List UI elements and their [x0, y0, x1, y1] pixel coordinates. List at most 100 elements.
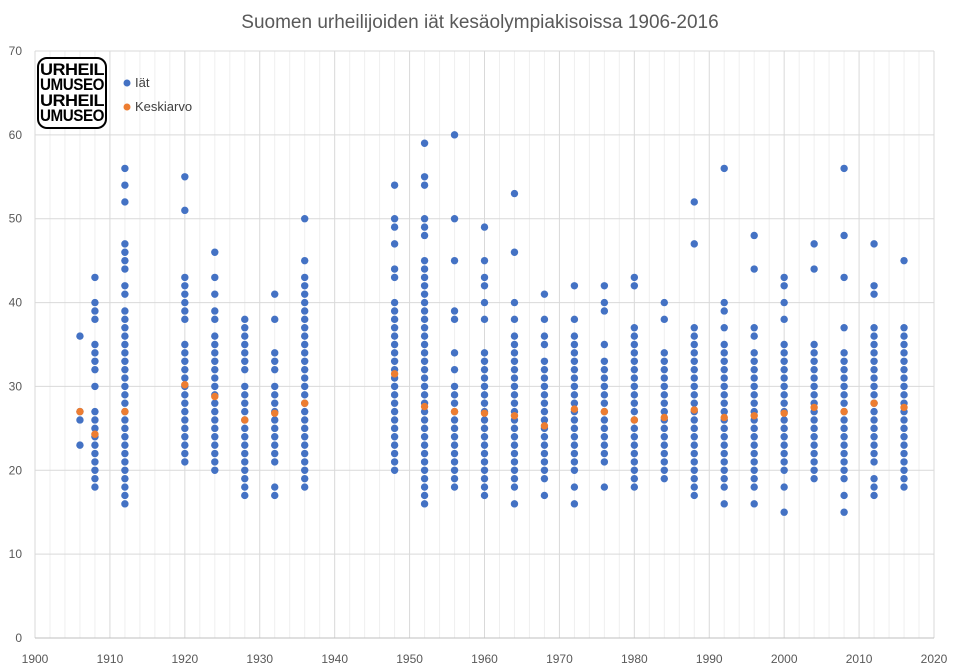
age-point [510, 315, 519, 324]
age-point [900, 256, 908, 265]
age-point [420, 215, 429, 223]
age-point [750, 231, 758, 240]
age-point [301, 349, 309, 357]
mean-point [900, 403, 908, 412]
age-point [420, 458, 429, 466]
age-point [510, 374, 519, 382]
age-point [900, 474, 908, 483]
mean-point [121, 407, 129, 416]
age-point [540, 382, 549, 391]
age-point [420, 332, 429, 340]
age-point [810, 458, 818, 466]
age-point [301, 407, 309, 416]
age-point [211, 290, 219, 298]
age-point [660, 374, 668, 382]
age-point [870, 357, 878, 365]
age-point [390, 215, 399, 223]
y-tick-label: 60 [9, 128, 23, 142]
age-point [720, 441, 728, 449]
age-point [271, 365, 279, 374]
age-point [121, 290, 129, 298]
age-point [121, 374, 129, 382]
age-point [390, 449, 399, 458]
age-point [630, 273, 639, 282]
x-tick-label: 1910 [97, 652, 124, 666]
age-point [720, 357, 728, 365]
age-point [900, 324, 908, 332]
age-point [720, 382, 728, 391]
mean-point [450, 407, 459, 416]
age-point [630, 466, 639, 474]
age-point [570, 365, 579, 374]
mean-point [271, 409, 279, 417]
age-point [870, 433, 878, 441]
age-point [271, 416, 279, 424]
age-point [390, 340, 399, 349]
age-point [720, 340, 728, 349]
age-point [121, 282, 129, 290]
age-point [570, 399, 579, 407]
age-point [780, 340, 788, 349]
age-point [750, 324, 758, 332]
age-point [870, 324, 878, 332]
legend-label-ages: Iät [135, 75, 150, 90]
age-point [750, 349, 758, 357]
mean-point [660, 413, 668, 422]
age-point [121, 365, 129, 374]
age-point [480, 399, 489, 407]
age-point [570, 374, 579, 382]
age-point [780, 466, 788, 474]
mean-point [241, 416, 249, 424]
age-point [690, 466, 698, 474]
age-point [690, 349, 698, 357]
age-point [840, 399, 848, 407]
age-point [301, 382, 309, 391]
age-point [840, 466, 848, 474]
age-point [241, 483, 249, 491]
x-tick-label: 1970 [546, 652, 573, 666]
age-point [301, 340, 309, 349]
age-point [181, 357, 189, 365]
age-point [450, 365, 459, 374]
age-point [121, 458, 129, 466]
age-point [540, 391, 549, 399]
age-point [780, 416, 788, 424]
age-point [840, 349, 848, 357]
x-tick-label: 1990 [696, 652, 723, 666]
age-point [660, 357, 668, 365]
age-point [900, 349, 908, 357]
age-point [900, 416, 908, 424]
age-point [810, 265, 818, 273]
mean-point [540, 422, 549, 430]
age-point [301, 357, 309, 365]
age-point [810, 441, 818, 449]
age-point [181, 315, 189, 324]
age-point [390, 181, 399, 189]
age-point [600, 382, 609, 391]
age-point [420, 449, 429, 458]
age-point [450, 215, 459, 223]
age-point [750, 483, 758, 491]
age-point [181, 307, 189, 315]
age-point [690, 382, 698, 391]
age-point [900, 441, 908, 449]
age-point [780, 357, 788, 365]
age-point [420, 273, 429, 282]
age-point [750, 500, 758, 508]
age-point [420, 433, 429, 441]
age-point [450, 399, 459, 407]
age-point [780, 399, 788, 407]
age-point [870, 282, 878, 290]
age-point [720, 500, 728, 508]
age-point [271, 349, 279, 357]
age-point [121, 441, 129, 449]
age-point [121, 466, 129, 474]
age-point [630, 340, 639, 349]
age-point [900, 365, 908, 374]
age-point [600, 307, 609, 315]
age-point [390, 407, 399, 416]
age-point [241, 449, 249, 458]
age-point [480, 256, 489, 265]
mean-point [630, 416, 639, 424]
age-point [181, 416, 189, 424]
